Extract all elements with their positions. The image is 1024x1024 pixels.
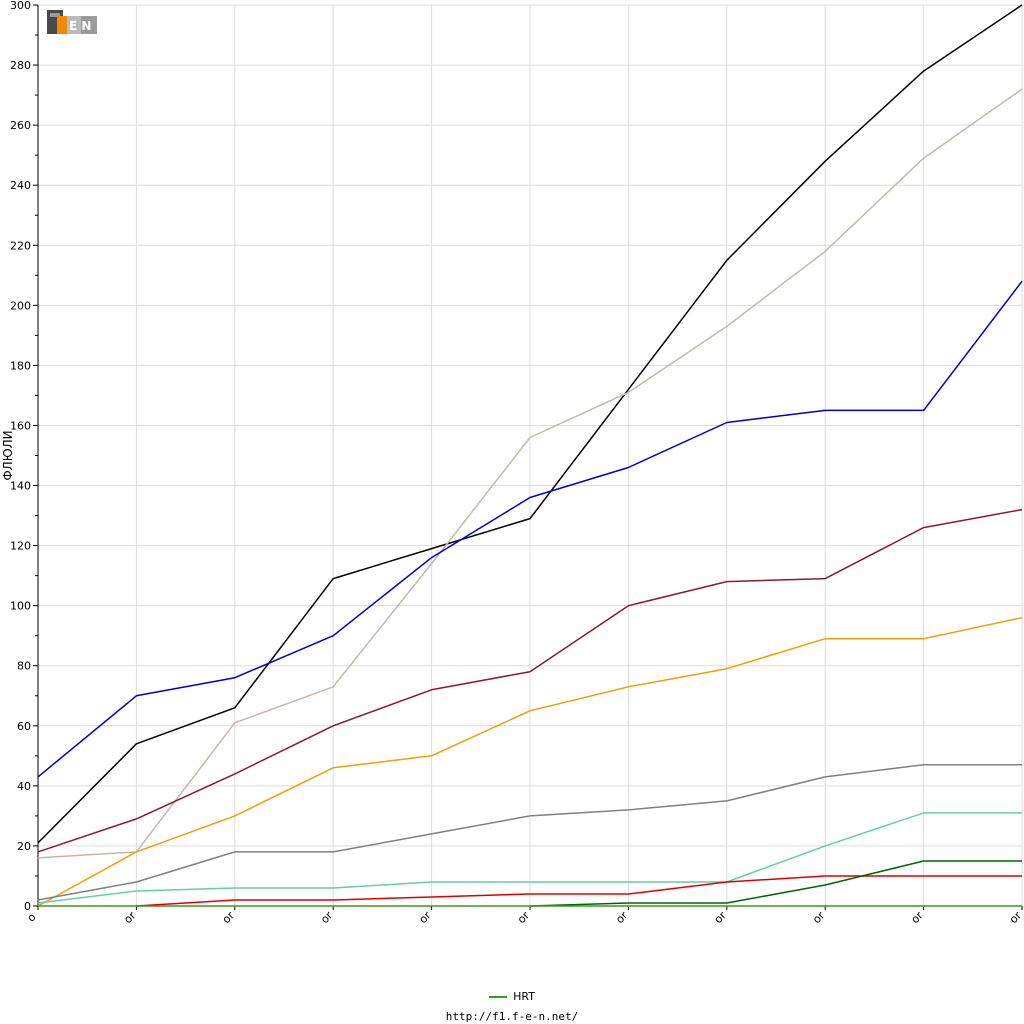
f1en-logo: E N <box>47 8 99 36</box>
x-tick-label: or <box>318 909 335 926</box>
svg-text:E N: E N <box>69 19 91 33</box>
y-tick-label: 60 <box>17 720 31 733</box>
x-tick-label: or <box>712 909 729 926</box>
series-line-4 <box>37 508 1023 853</box>
x-tick-label: or <box>613 909 630 926</box>
y-tick-label: 200 <box>10 299 31 312</box>
y-tick-label: 160 <box>10 419 31 432</box>
y-tick-label: 180 <box>10 359 31 372</box>
series-line-1 <box>37 4 1023 844</box>
series-line-6 <box>37 764 1022 901</box>
legend: HRT <box>0 990 1024 1003</box>
y-tick-label: 300 <box>10 0 31 12</box>
series-line-7 <box>37 812 1022 904</box>
y-tick-label: 140 <box>10 480 31 493</box>
y-axis-title: ФЛЮЛИ <box>1 430 15 480</box>
series-line-8 <box>136 875 1022 907</box>
y-tick-label: 20 <box>17 840 31 853</box>
y-tick-label: 220 <box>10 239 31 252</box>
y-tick-label: 40 <box>17 780 31 793</box>
y-tick-label: 240 <box>10 179 31 192</box>
y-tick-label: 80 <box>17 660 31 673</box>
y-tick-label: 100 <box>10 600 31 613</box>
series-line-3 <box>37 280 1023 778</box>
series-line-2 <box>37 88 1023 859</box>
x-tick-label: or <box>909 909 926 926</box>
x-tick-label: or <box>515 909 532 926</box>
legend-label: HRT <box>513 990 535 1003</box>
x-tick-label: or <box>417 909 434 926</box>
y-tick-label: 280 <box>10 59 31 72</box>
x-tick-label: o <box>25 910 39 924</box>
x-tick-label: or <box>121 909 138 926</box>
y-tick-label: 260 <box>10 119 31 132</box>
y-tick-label: 120 <box>10 540 31 553</box>
series-line-5 <box>37 616 1023 907</box>
footer-url: http://f1.f-e-n.net/ <box>445 1010 579 1023</box>
series-line-9 <box>529 860 1022 907</box>
legend-swatch <box>489 996 508 998</box>
x-tick-label: or <box>810 909 827 926</box>
x-tick-label: or <box>220 909 237 926</box>
y-tick-label: 0 <box>24 900 31 913</box>
x-tick-label: or <box>1007 909 1024 926</box>
